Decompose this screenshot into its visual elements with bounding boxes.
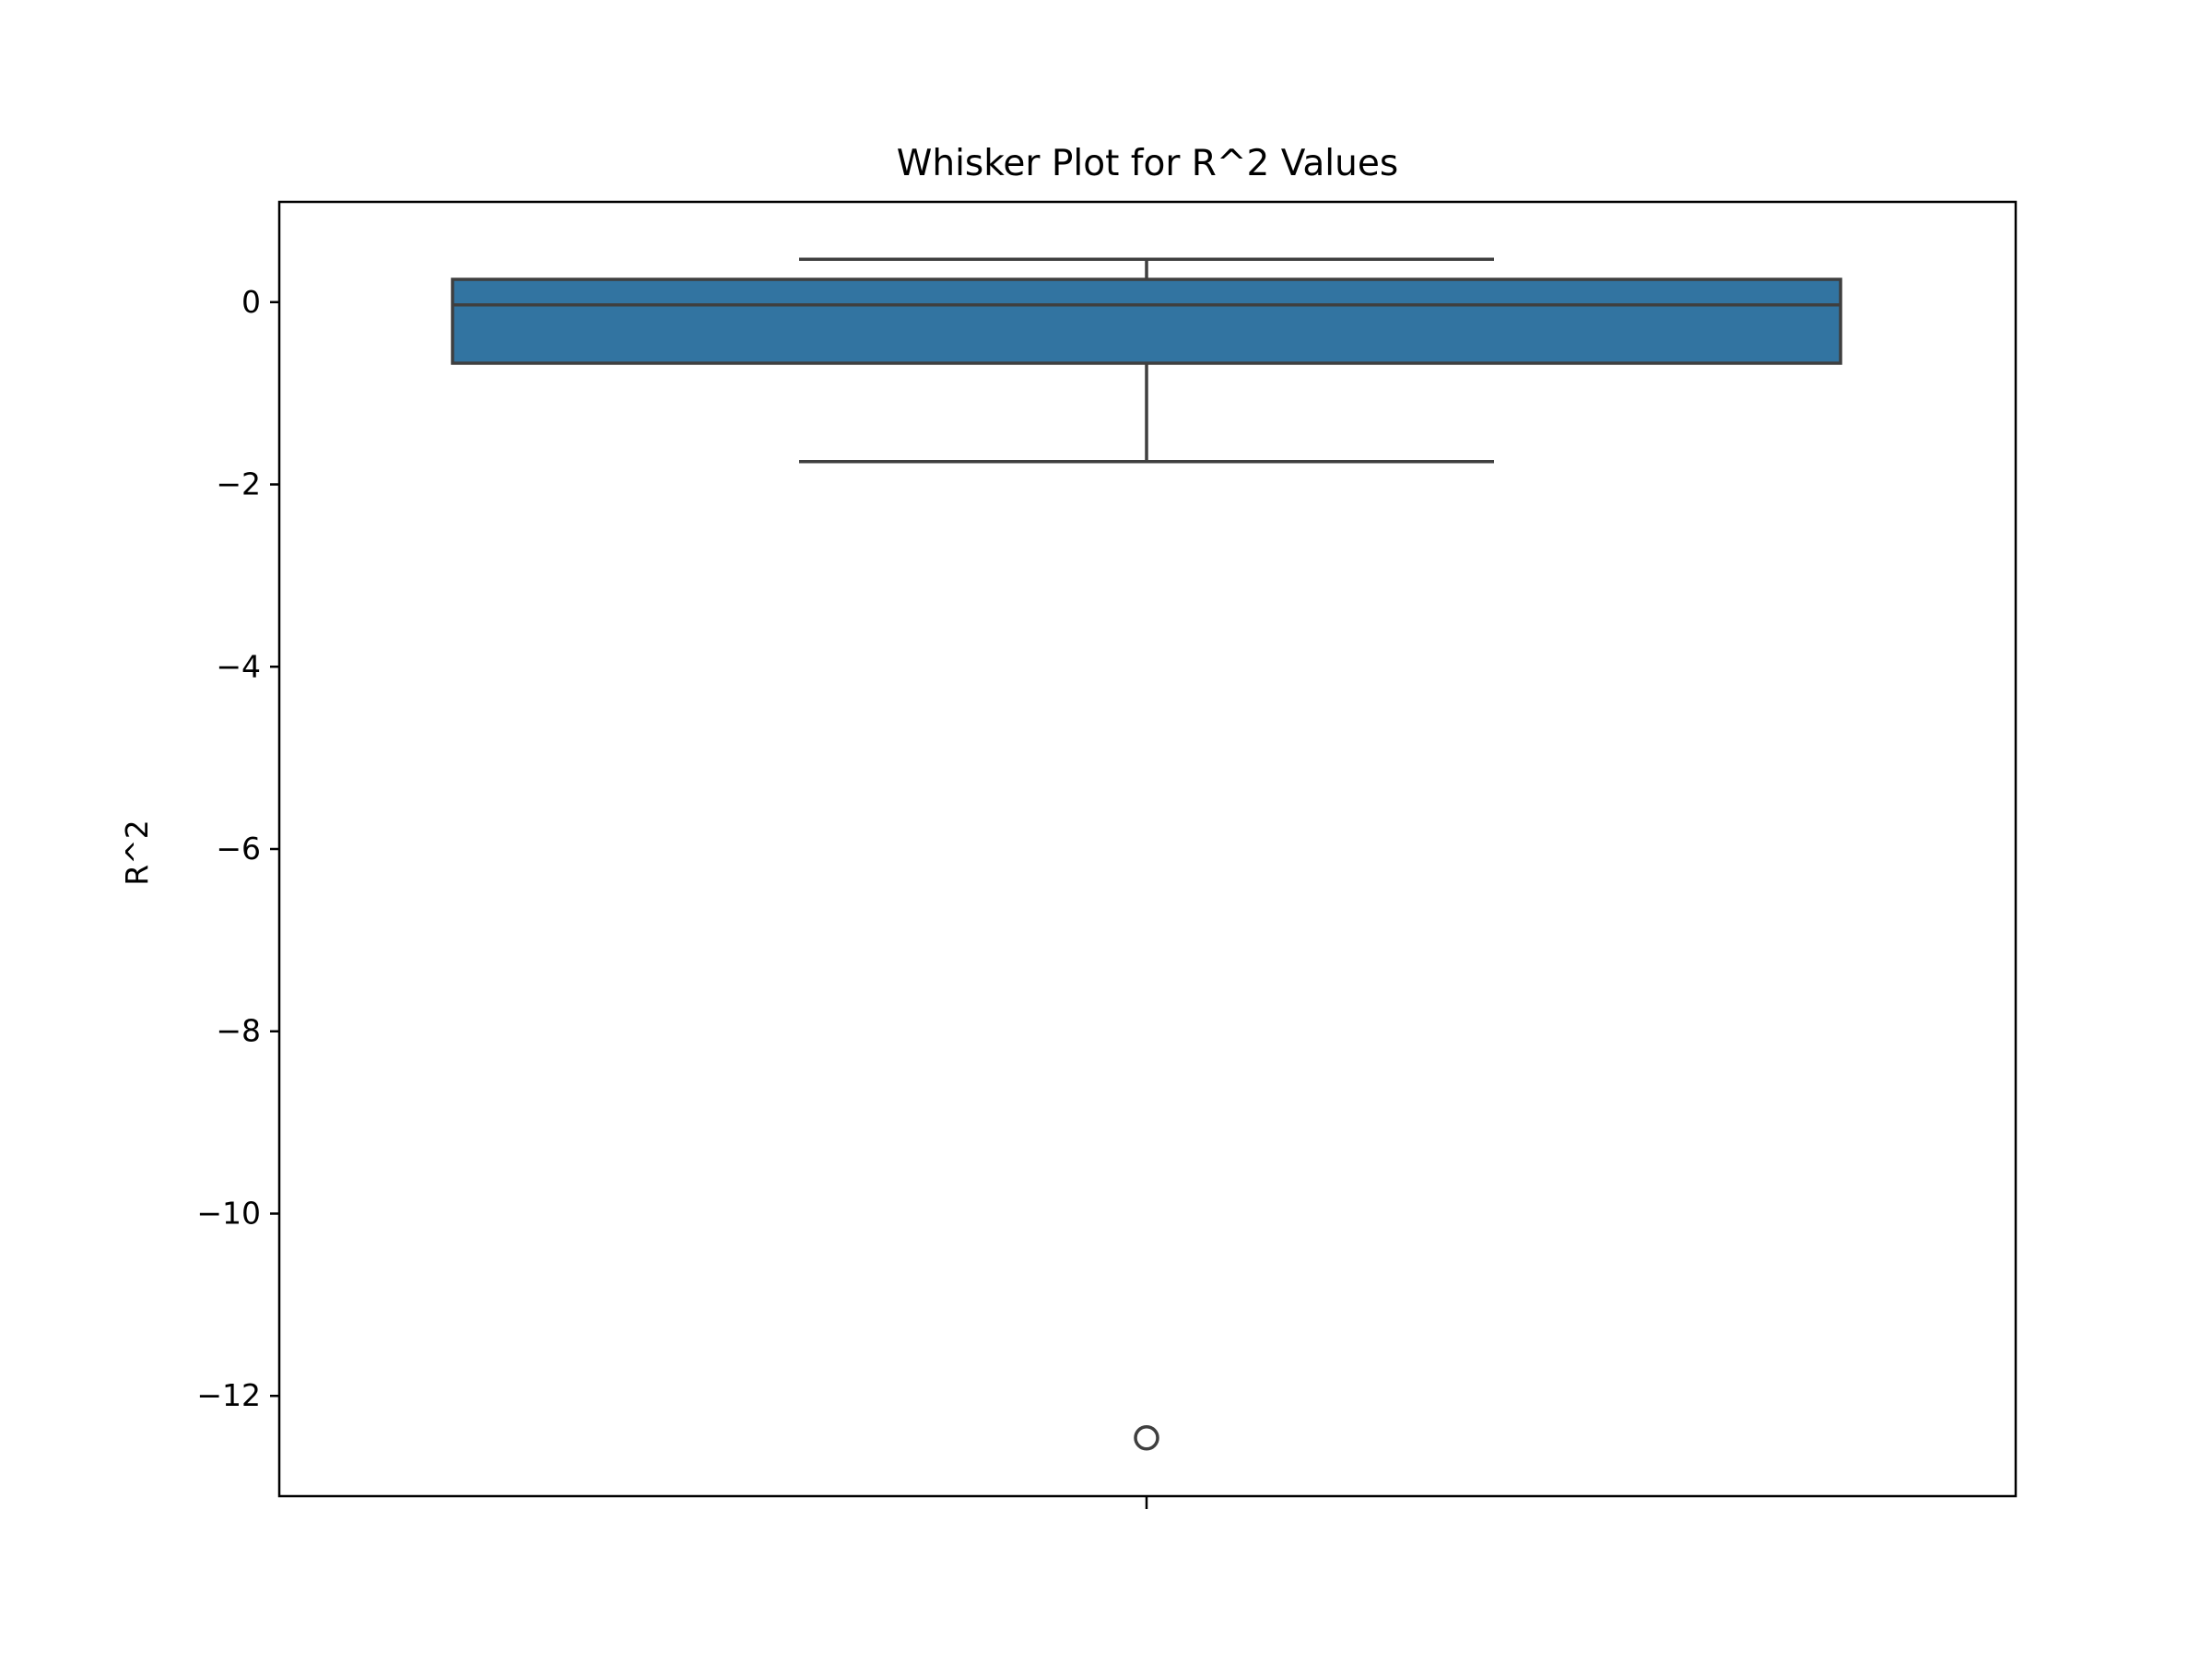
iqr-box: [451, 277, 1842, 365]
y-tick-label: −8: [216, 1013, 261, 1049]
y-tick-label: −12: [196, 1377, 261, 1413]
y-tick-label: −4: [216, 648, 261, 684]
y-tick-label: −10: [196, 1195, 261, 1231]
y-tick-label: −2: [216, 466, 261, 502]
box-series: [451, 257, 1842, 1451]
outlier-point: [1134, 1424, 1159, 1451]
chart-title: Whisker Plot for R^2 Values: [897, 143, 1398, 184]
y-axis-label: R^2: [119, 820, 155, 886]
y-axis-ticks: 0 −2 −4 −6 −8 −10 −12: [196, 284, 279, 1413]
y-tick-label: 0: [241, 284, 261, 320]
y-tick-label: −6: [216, 831, 261, 867]
plot-area-frame: [277, 200, 2018, 1498]
